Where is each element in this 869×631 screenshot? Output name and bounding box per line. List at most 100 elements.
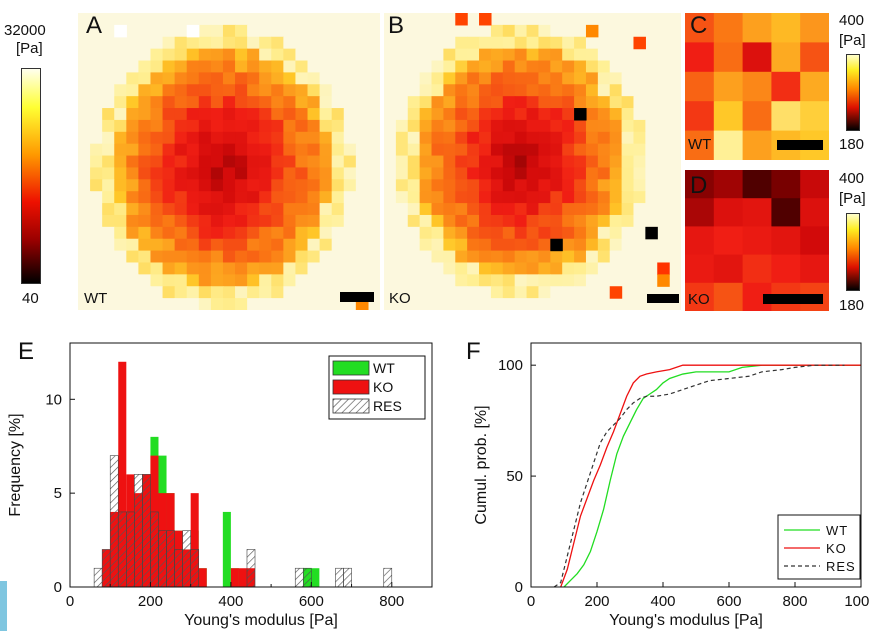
map-pixel — [247, 13, 260, 26]
map-pixel — [307, 36, 321, 50]
map-pixel — [443, 286, 456, 299]
map-pixel — [283, 262, 297, 275]
map-pixel — [222, 155, 236, 169]
map-pixel — [538, 13, 551, 26]
map-pixel — [210, 36, 224, 50]
map-pixel — [585, 84, 599, 97]
map-pixel — [455, 143, 468, 157]
map-pixel — [669, 238, 681, 252]
map-pixel — [443, 13, 456, 26]
map-pixel — [343, 155, 357, 169]
map-pixel — [283, 203, 297, 216]
map-pixel — [550, 262, 563, 275]
map-pixel — [455, 48, 468, 62]
map-pixel — [467, 286, 480, 299]
panel-label-a: A — [86, 12, 103, 39]
map-pixel — [514, 48, 528, 62]
map-pixel — [222, 131, 236, 145]
map-pixel — [490, 119, 504, 133]
map-pixel — [407, 108, 421, 121]
map-pixel — [271, 226, 284, 240]
map-pixel — [186, 250, 200, 264]
map-pixel — [210, 191, 224, 204]
map-pixel — [307, 72, 321, 85]
map-pixel — [259, 298, 272, 310]
map-pixel — [455, 24, 468, 38]
map-pixel — [467, 238, 480, 252]
map-pixel — [367, 214, 380, 228]
map-pixel — [331, 274, 345, 287]
map-pixel — [395, 72, 409, 85]
map-pixel — [186, 226, 200, 240]
x-axis-label-e: Young's modulus [Pa] — [184, 612, 338, 629]
map-pixel — [431, 238, 444, 252]
map-pixel — [467, 13, 480, 26]
map-pixel — [467, 167, 480, 180]
map-pixel — [295, 226, 309, 240]
map-pixel — [645, 119, 658, 133]
map-pixel — [307, 203, 321, 216]
map-pixel — [367, 203, 380, 216]
map-pixel — [419, 238, 433, 252]
map-pixel — [562, 238, 575, 252]
map-pixel — [562, 108, 575, 121]
map-pixel — [669, 286, 681, 299]
map-pixel — [384, 274, 397, 287]
map-pixel — [126, 214, 139, 228]
map-pixel — [343, 238, 357, 252]
map-pixel — [90, 298, 103, 310]
map-pixel — [198, 108, 212, 121]
map-pixel — [247, 203, 260, 216]
map-pixel — [271, 131, 284, 145]
map-pixel — [259, 108, 272, 121]
map-pixel — [467, 203, 480, 216]
map-pixel — [514, 274, 528, 287]
map-pixel — [609, 298, 623, 310]
map-pixel-outlier — [479, 13, 492, 26]
map-pixel — [384, 203, 397, 216]
map-pixel — [331, 179, 345, 192]
map-pixel — [455, 60, 468, 73]
map-pixel — [271, 119, 284, 133]
map-pixel — [562, 203, 575, 216]
map-pixel — [259, 167, 272, 180]
map-pixel — [210, 13, 224, 26]
map-pixel — [574, 238, 587, 252]
map-pixel — [550, 298, 563, 310]
map-pixel — [479, 84, 492, 97]
map-pixel — [467, 36, 480, 50]
map-pixel — [210, 238, 224, 252]
map-pixel — [102, 179, 115, 192]
map-pixel — [222, 179, 236, 192]
map-pixel — [90, 13, 103, 26]
map-pixel — [713, 130, 744, 160]
map-pixel — [514, 298, 528, 310]
map-pixel — [585, 36, 599, 50]
map-pixel — [367, 274, 380, 287]
map-pixel — [138, 238, 152, 252]
map-pixel — [102, 36, 115, 50]
panel-label-f: F — [466, 338, 481, 365]
map-pixel — [210, 119, 224, 133]
map-pixel — [126, 298, 139, 310]
map-pixel — [419, 60, 433, 73]
map-pixel — [138, 60, 152, 73]
map-pixel — [162, 226, 176, 240]
map-pixel — [562, 167, 575, 180]
map-pixel — [685, 42, 715, 73]
map-pixel — [174, 262, 188, 275]
map-pixel — [467, 24, 480, 38]
legend-label-wt: WT — [373, 360, 395, 376]
map-pixel — [283, 274, 297, 287]
map-pixel — [597, 298, 611, 310]
map-pixel — [431, 203, 444, 216]
map-pixel — [771, 101, 801, 132]
map-pixel — [657, 119, 670, 133]
map-pixel — [490, 48, 504, 62]
map-pixel — [609, 274, 623, 287]
map-pixel — [502, 131, 516, 145]
map-pixel — [490, 36, 504, 50]
map-pixel — [645, 143, 658, 157]
map-pixel — [419, 298, 433, 310]
map-pixel — [283, 250, 297, 264]
